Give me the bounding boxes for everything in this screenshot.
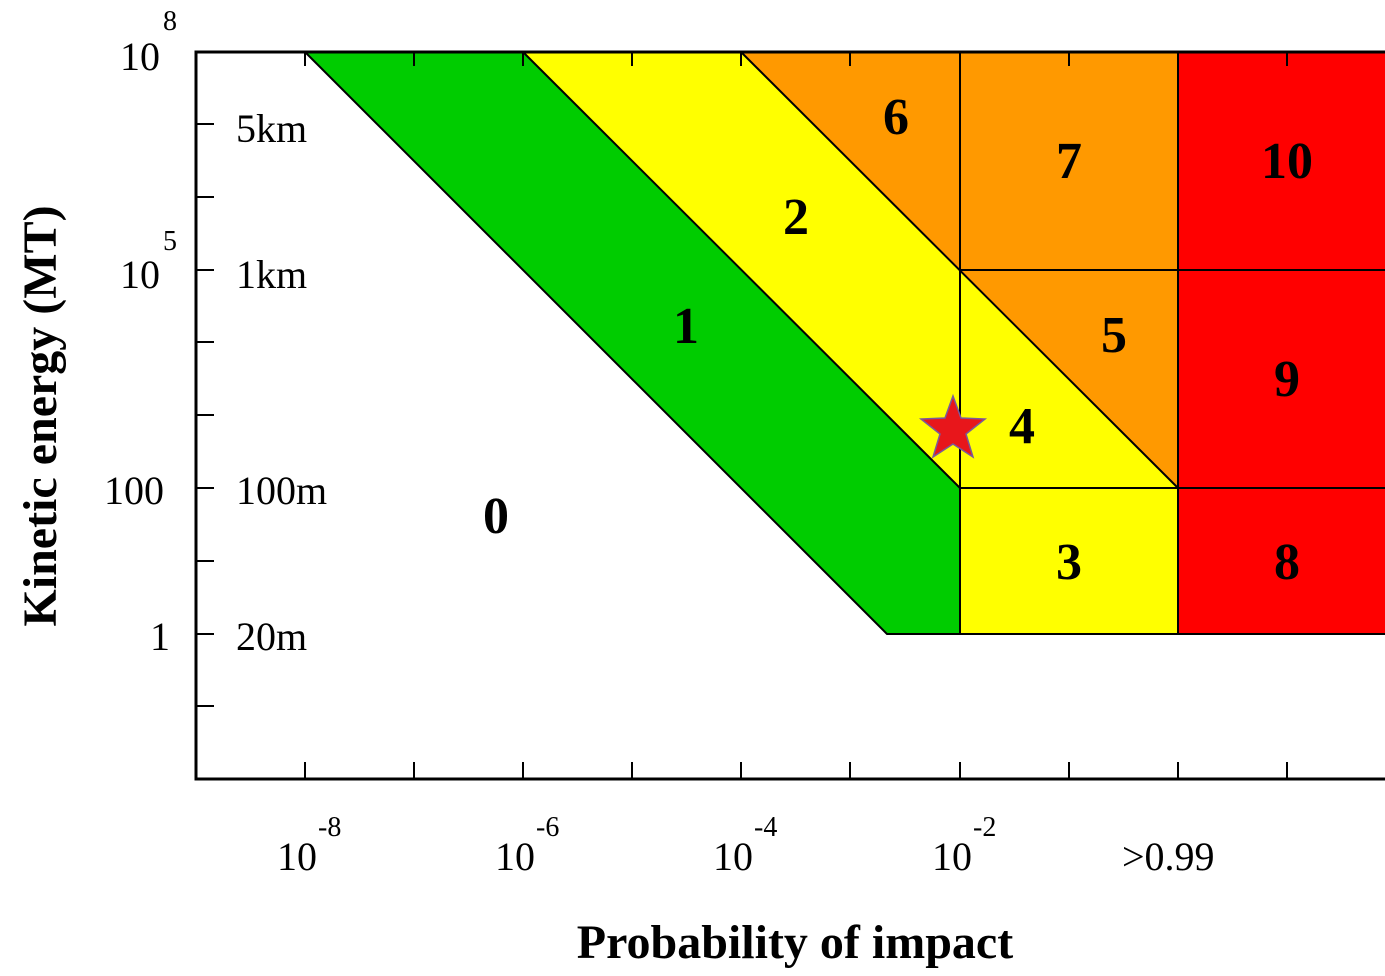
y-tick-label-1: 1 (150, 614, 170, 659)
size-label-1km: 1km (236, 252, 307, 297)
tick-marks (196, 52, 1288, 779)
x-tick-exp-1e-4: -4 (754, 812, 777, 843)
x-tick-label-1e-6: 10 (495, 834, 535, 879)
zone-label-7: 7 (1056, 133, 1082, 190)
zone-label-0: 0 (483, 488, 509, 545)
zone-label-3: 3 (1056, 534, 1082, 591)
x-tick-label-1e-2: 10 (932, 834, 972, 879)
y-tick-label-1e5: 10 (120, 252, 160, 297)
zone-8-region (1178, 488, 1385, 634)
zone-label-2: 2 (783, 189, 809, 246)
zone-label-10: 10 (1261, 133, 1313, 190)
y-tick-exp-1e5: 5 (163, 226, 177, 257)
size-label-20m: 20m (236, 614, 307, 659)
boundary-1-2 (522, 51, 961, 489)
y-tick-exp-1e8: 8 (163, 6, 177, 37)
y-axis-title: Kinetic energy (MT) (14, 205, 67, 626)
x-tick-exp-1e-6: -6 (536, 812, 559, 843)
x-tick-label-099: >0.99 (1122, 834, 1215, 879)
zone-7-region (960, 52, 1178, 270)
zone-label-8: 8 (1274, 534, 1300, 591)
x-tick-exp-1e-2: -2 (973, 812, 996, 843)
zone-boundaries (304, 51, 1385, 635)
size-label-100m: 100m (236, 468, 327, 513)
boundary-0-1 (304, 51, 960, 635)
zone-9-region (1178, 270, 1385, 488)
zone-3-region (960, 488, 1178, 634)
zone-label-9: 9 (1274, 351, 1300, 408)
star-marker (918, 393, 988, 459)
y-tick-label-100: 100 (104, 468, 164, 513)
zone-10-region (1178, 52, 1385, 270)
x-axis-title: Probability of impact (577, 916, 1013, 969)
zone-label-1: 1 (673, 298, 699, 355)
zone-1-region (305, 52, 960, 634)
zone-label-6: 6 (883, 89, 909, 146)
x-tick-label-1e-4: 10 (713, 834, 753, 879)
x-tick-exp-1e-8: -8 (318, 812, 341, 843)
y-tick-label-1e8: 10 (120, 34, 160, 79)
size-label-5km: 5km (236, 106, 307, 151)
zone-label-4: 4 (1009, 398, 1035, 455)
zone-label-5: 5 (1101, 307, 1127, 364)
x-tick-label-1e-8: 10 (277, 834, 317, 879)
